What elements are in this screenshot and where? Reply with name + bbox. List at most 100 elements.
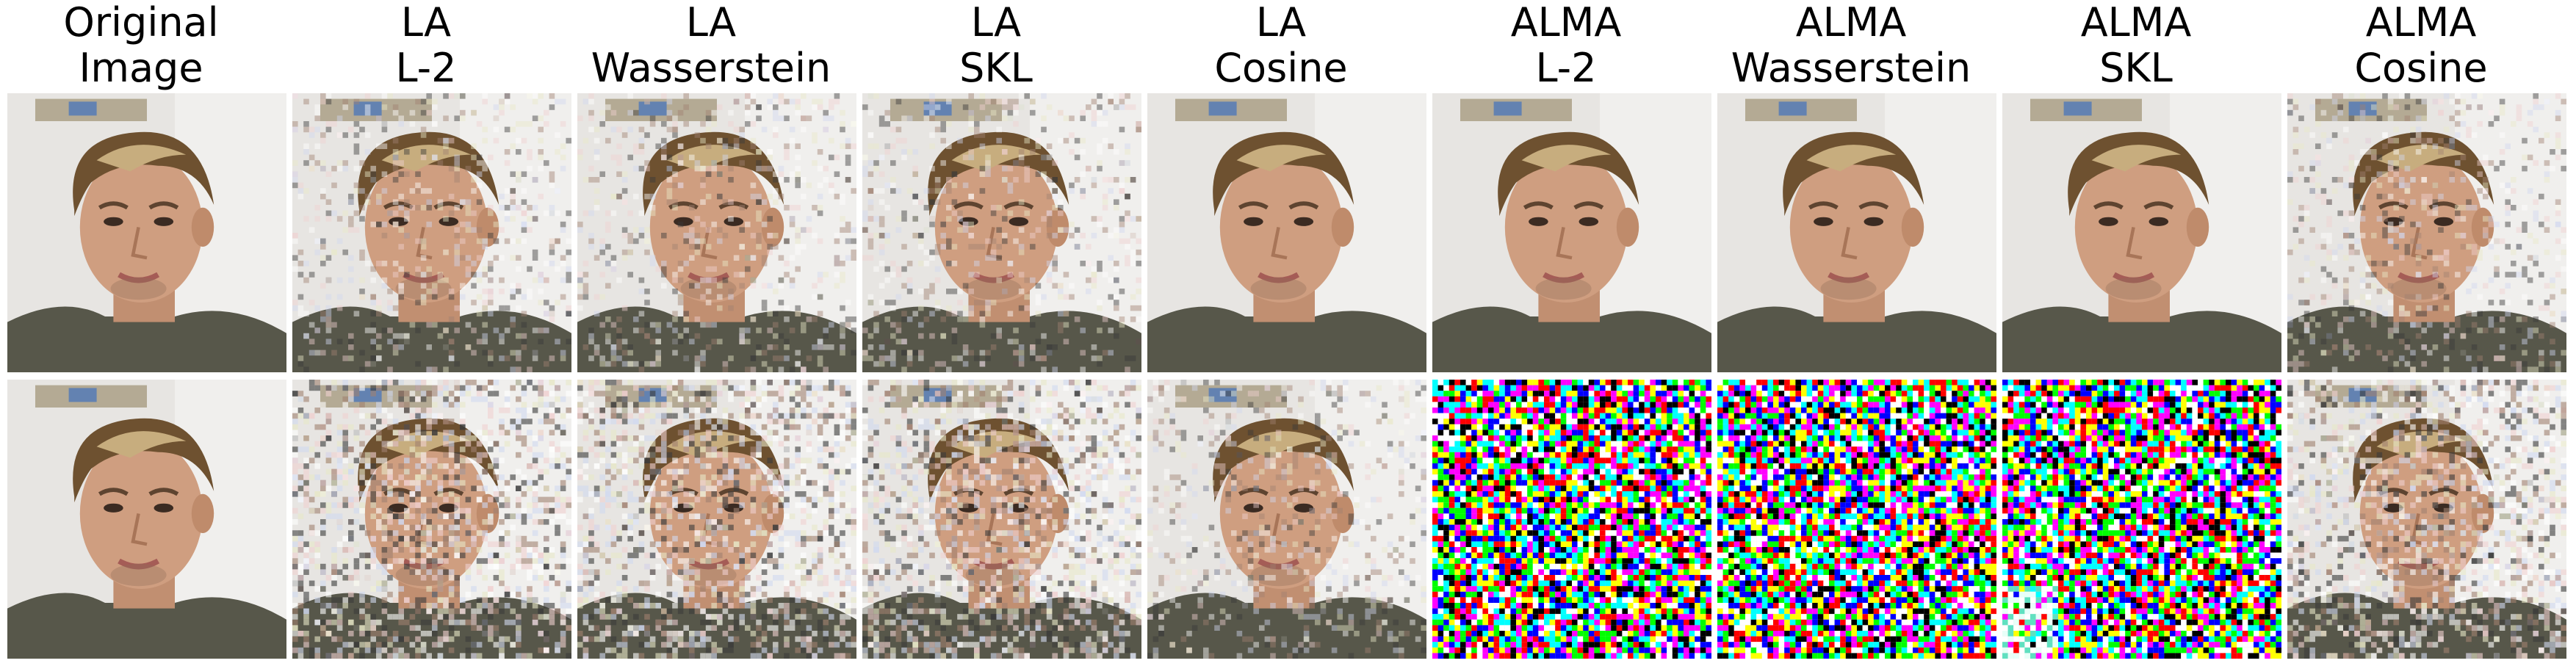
face [1219,151,1343,303]
face [1789,151,1913,303]
mouth [688,272,730,283]
left-eye [104,503,123,513]
face [2359,151,2483,303]
image-face-clean [1147,93,1426,372]
noise-layer [2287,380,2566,659]
image-face-clean [7,93,286,372]
header-line1: LA [685,0,737,46]
left-eye [104,217,123,226]
header-line2: Cosine [2354,45,2488,91]
image-face-heavy-noise [292,380,571,659]
mouth [2113,272,2155,283]
face [2074,151,2198,303]
image-cell-r2-c5 [1147,380,1426,659]
mouth [973,272,1015,283]
image-cell-r2-c9 [2287,380,2566,659]
image-cell-r2-c8 [2002,380,2281,659]
left-eye [1244,503,1263,513]
image-cell-r1-c6 [1432,93,1711,372]
noise-layer [1147,380,1426,659]
shirt [1717,306,1996,372]
noise-layer [2287,93,2566,372]
header-line1: ALMA [2365,0,2477,46]
random-noise-pattern [2002,380,2281,659]
left-eye [2384,217,2403,226]
face [934,151,1058,303]
shirt [1432,306,1711,372]
header-line1: ALMA [1795,0,1907,46]
left-eye [1529,217,1548,226]
image-cell-r1-c8 [2002,93,2281,372]
column-header-alma-cosine: ALMA Cosine [2281,0,2561,91]
image-face-light-noise [862,93,1141,372]
image-face-clean [1717,93,1996,372]
header-line2: Image [79,45,203,91]
column-header-alma-wasserstein: ALMA Wasserstein [1711,0,1991,91]
image-cell-r1-c2 [292,93,571,372]
header-line2: SKL [2099,45,2173,91]
image-face-heavy-noise [2287,380,2566,659]
header-line1: Original [63,0,219,46]
header-line2: Wasserstein [1731,45,1971,91]
right-eye [1579,217,1599,226]
image-face-heavy-noise [862,380,1141,659]
left-eye [389,503,408,513]
header-line1: LA [1255,0,1307,46]
shirt [862,306,1141,372]
left-eye [1244,217,1263,226]
column-header-la-cosine: LA Cosine [1141,0,1421,91]
column-header-la-l2: LA L-2 [286,0,566,91]
header-line2: L-2 [395,45,457,91]
image-face-light-noise [577,93,856,372]
left-eye [674,217,693,226]
right-eye [2434,217,2454,226]
noise-layer [862,93,1141,372]
random-noise-pattern [1717,380,1996,659]
image-random-noise [1432,380,1711,659]
noise-layer [577,93,856,372]
image-face-light-noise [2287,93,2566,372]
mouth [118,272,160,283]
header-line2: Wasserstein [591,45,831,91]
shirt [1147,306,1426,372]
image-cell-r1-c9 [2287,93,2566,372]
shirt [7,306,286,372]
right-eye [439,503,459,513]
random-noise-pattern [1432,380,1711,659]
mouth [2398,272,2440,283]
left-eye [959,217,978,226]
left-eye [2099,217,2118,226]
shirt [577,306,856,372]
image-cell-r1-c4 [862,93,1141,372]
right-eye [1294,503,1314,513]
mouth [1828,272,1870,283]
image-face-clean [2002,93,2281,372]
face [1219,438,1343,589]
mouth [1543,272,1585,283]
noise-layer [862,380,1141,659]
image-cell-r1-c1 [7,93,286,372]
left-eye [2384,503,2403,513]
right-eye [2149,217,2169,226]
column-header-la-skl: LA SKL [856,0,1136,91]
header-line2: Cosine [1214,45,1348,91]
image-face-light-noise [292,93,571,372]
left-eye [389,217,408,226]
image-face-clean [7,380,286,659]
face [649,151,773,303]
header-line1: ALMA [1510,0,1622,46]
noise-layer [577,380,856,659]
right-eye [1864,217,1884,226]
image-random-noise [1717,380,1996,659]
right-eye [154,217,174,226]
header-line1: ALMA [2080,0,2192,46]
image-cell-r2-c1 [7,380,286,659]
face [1504,151,1628,303]
shirt [1147,593,1426,659]
image-face-light-noise [1147,380,1426,659]
column-header-la-wasserstein: LA Wasserstein [571,0,851,91]
right-eye [724,217,744,226]
header-line2: SKL [959,45,1033,91]
image-cell-r2-c7 [1717,380,1996,659]
mouth [403,272,445,283]
